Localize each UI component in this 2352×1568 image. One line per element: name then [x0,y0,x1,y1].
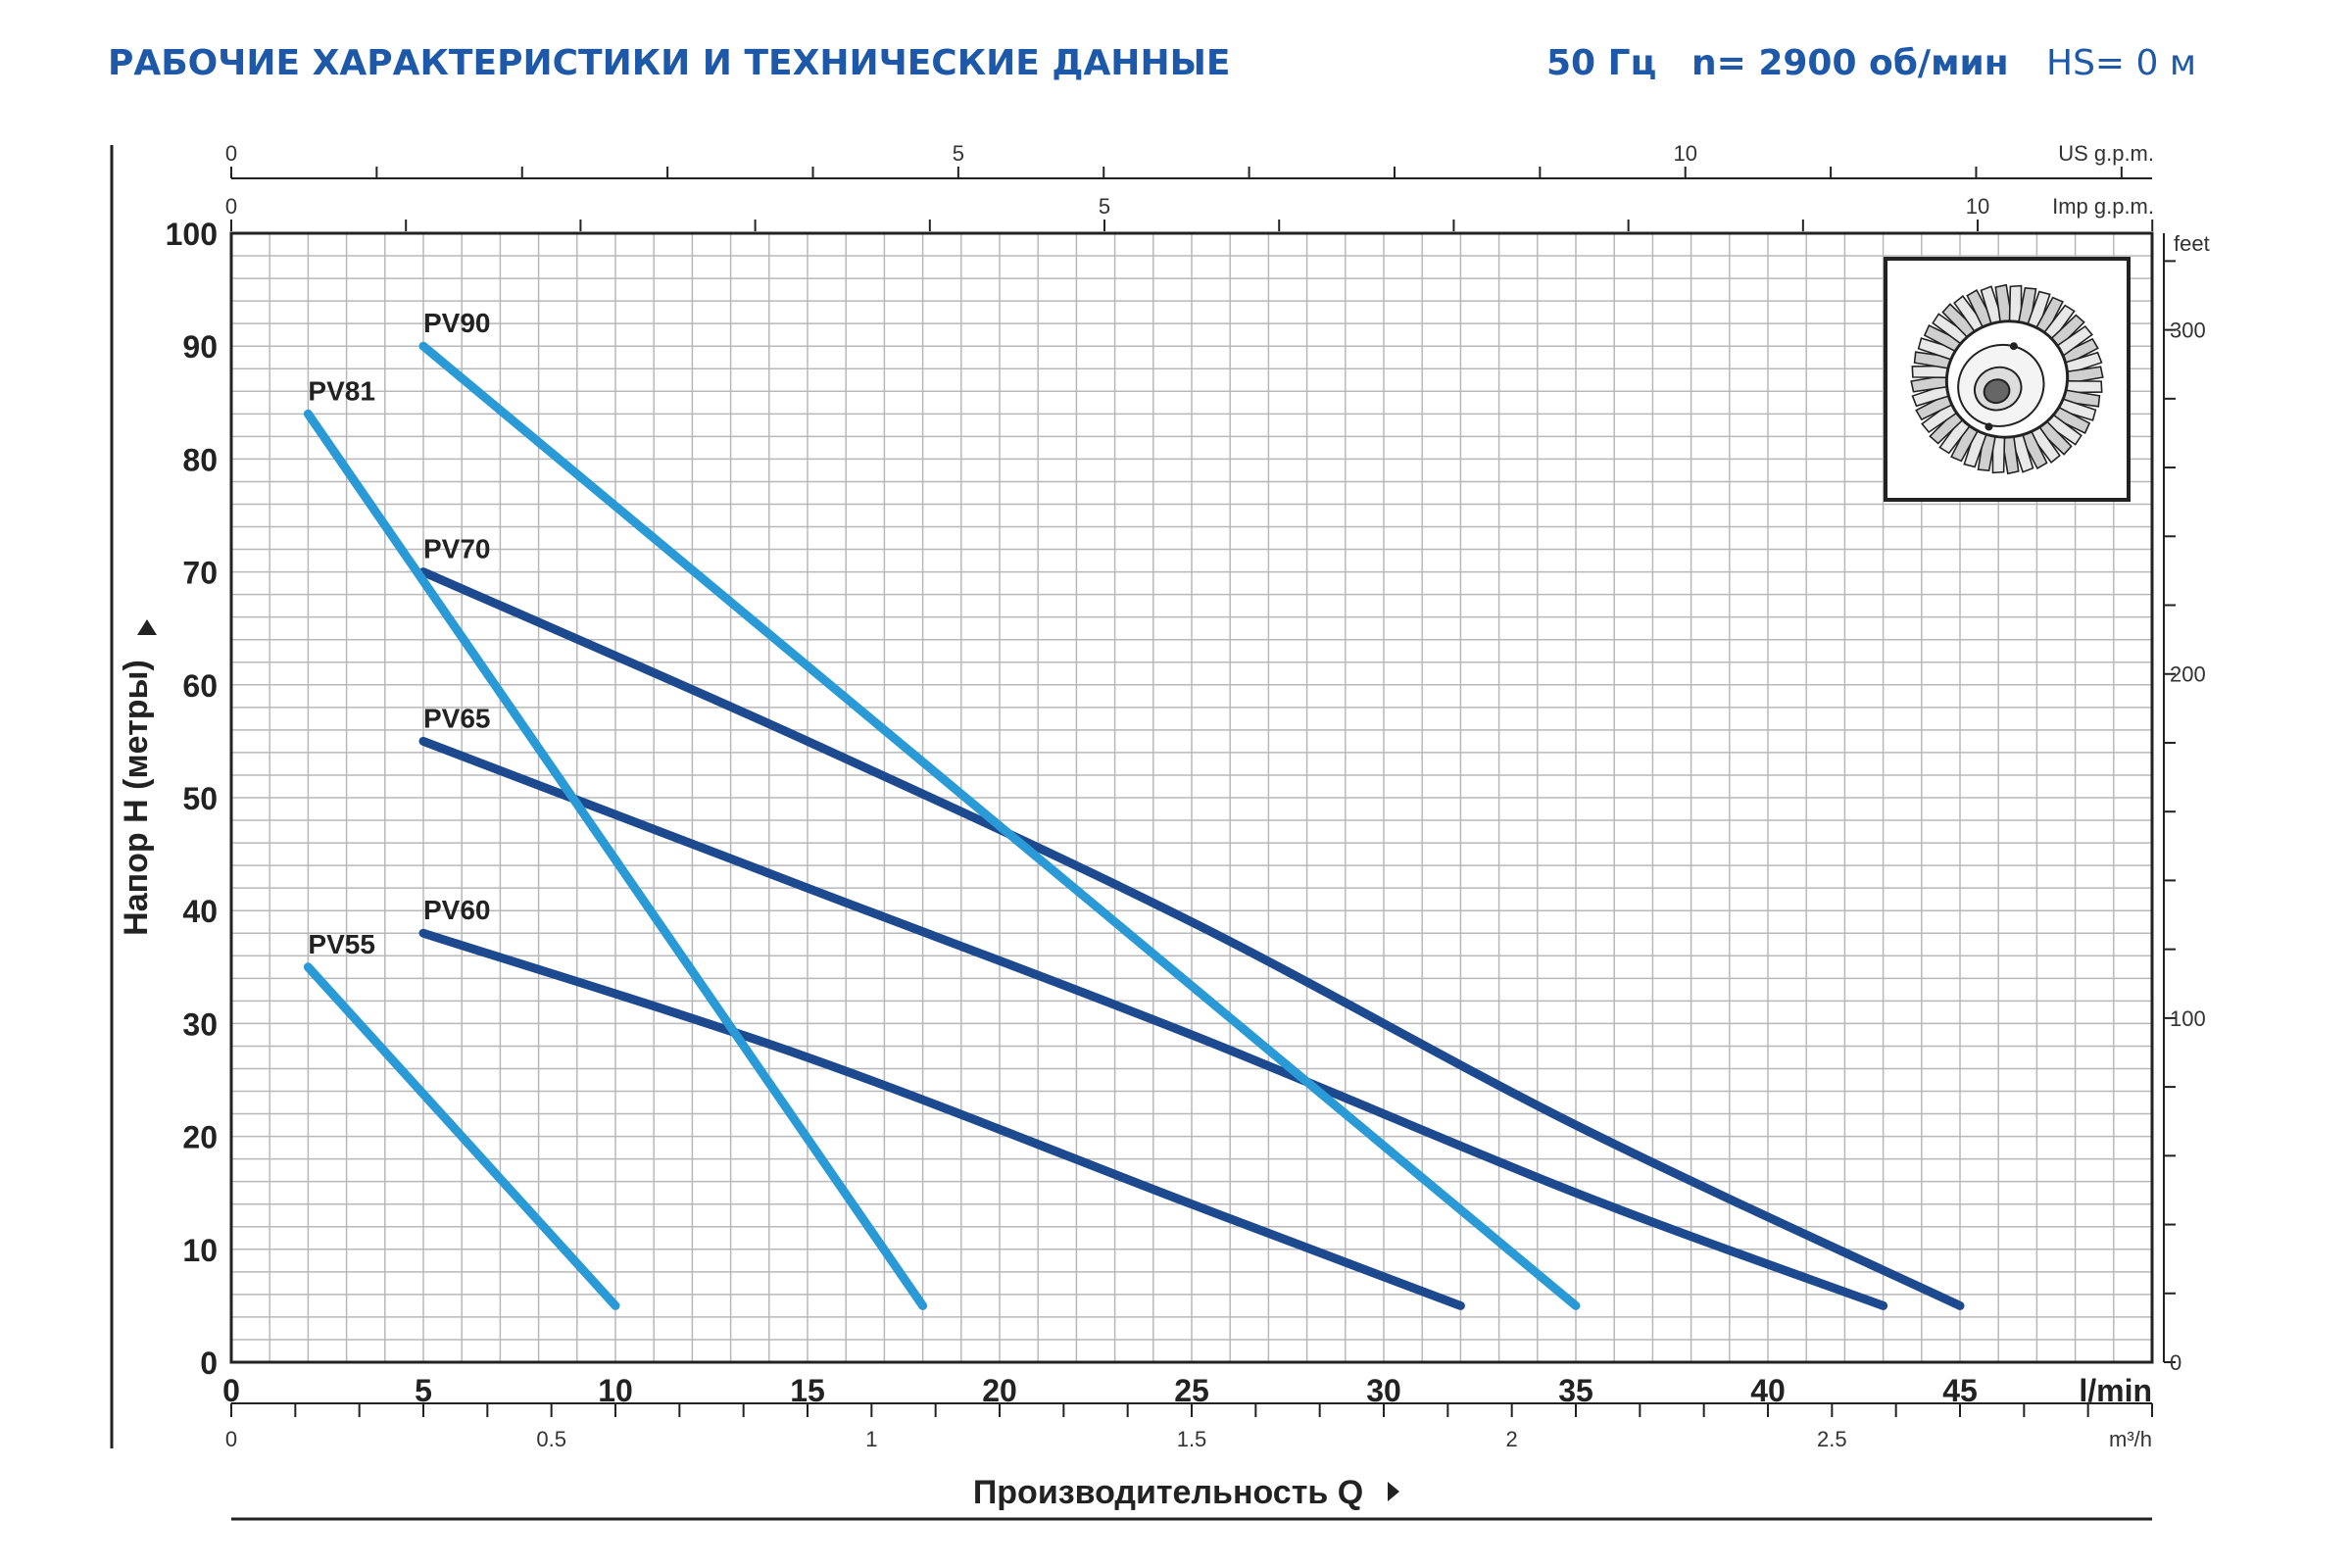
y-tick-label: 70 [182,556,218,591]
y-tick-label: 90 [182,329,218,365]
feet-unit-label: feet [2174,231,2210,256]
imp-gpm-tick-label: 5 [1099,194,1110,219]
y-tick-label: 20 [182,1120,218,1155]
header: РАБОЧИЕ ХАРАКТЕРИСТИКИ И ТЕХНИЧЕСКИЕ ДАН… [0,0,2352,118]
m3h-tick-label: 1 [865,1427,877,1451]
impeller-icon [1910,283,2104,475]
x-axis-title: Производительность Q [973,1474,1363,1511]
series-line-pv65 [418,736,1888,1310]
y-tick-label: 30 [182,1006,218,1042]
series-label-pv65: PV65 [423,703,491,733]
y-tick-label: 50 [182,781,218,816]
x-tick-label: 0 [222,1373,240,1408]
x-tick-label: 5 [415,1373,432,1408]
us-gpm-tick-label: 5 [953,141,964,166]
page-title: РАБОЧИЕ ХАРАКТЕРИСТИКИ И ТЕХНИЧЕСКИЕ ДАН… [108,43,1231,83]
series-line-pv55 [303,962,620,1310]
m3h-tick-label: 2.5 [1817,1427,1847,1451]
series-label-pv55: PV55 [308,929,375,959]
frequency-label: 50 Гц [1546,43,1657,83]
us-gpm-tick-label: 10 [1673,141,1696,166]
y-tick-label: 40 [182,894,218,929]
series-label-pv60: PV60 [423,895,491,925]
y-tick-label: 80 [182,442,218,477]
us-gpm-tick-label: 0 [225,141,237,166]
x-axis-arrow-icon [1388,1482,1399,1501]
m3h-unit-label: m³/h [2109,1427,2152,1451]
m3h-tick-label: 1.5 [1177,1427,1207,1451]
imp-gpm-tick-label: 10 [1966,194,1989,219]
imp-gpm-unit-label: Imp g.p.m. [2052,194,2154,219]
m3h-tick-label: 2 [1506,1427,1518,1451]
m3h-tick-label: 0 [225,1427,237,1451]
y-tick-label: 60 [182,668,218,704]
y-tick-label: 100 [166,217,218,252]
y-tick-label: 10 [182,1233,218,1268]
feet-tick-label: 100 [2170,1006,2206,1031]
y-tick-label: 0 [200,1346,218,1381]
imp-gpm-tick-label: 0 [225,194,237,219]
feet-tick-label: 0 [2170,1350,2181,1375]
feet-tick-label: 300 [2170,318,2206,343]
us-gpm-unit-label: US g.p.m. [2058,141,2154,166]
feet-tick-label: 200 [2170,662,2206,687]
series-line-pv70 [418,567,1965,1310]
y-axis-title: Напор H (метры) [118,660,155,936]
series-line-pv81 [303,409,928,1310]
m3h-tick-label: 0.5 [536,1427,566,1451]
grid [230,232,2153,1363]
speed-label: n= 2900 об/мин [1691,43,2009,83]
series-label-pv81: PV81 [308,375,375,406]
y-axis-title-group: Напор H (метры) [118,619,157,936]
y-axis-arrow-icon [137,619,157,635]
series-line-pv60 [418,928,1465,1310]
hs-label: HS= 0 м [2046,43,2197,83]
series-line-pv90 [418,341,1581,1310]
series-label-pv90: PV90 [423,308,491,338]
series-label-pv70: PV70 [423,534,491,564]
plot-frame [229,231,2154,1364]
impeller-inset [1884,257,2131,502]
